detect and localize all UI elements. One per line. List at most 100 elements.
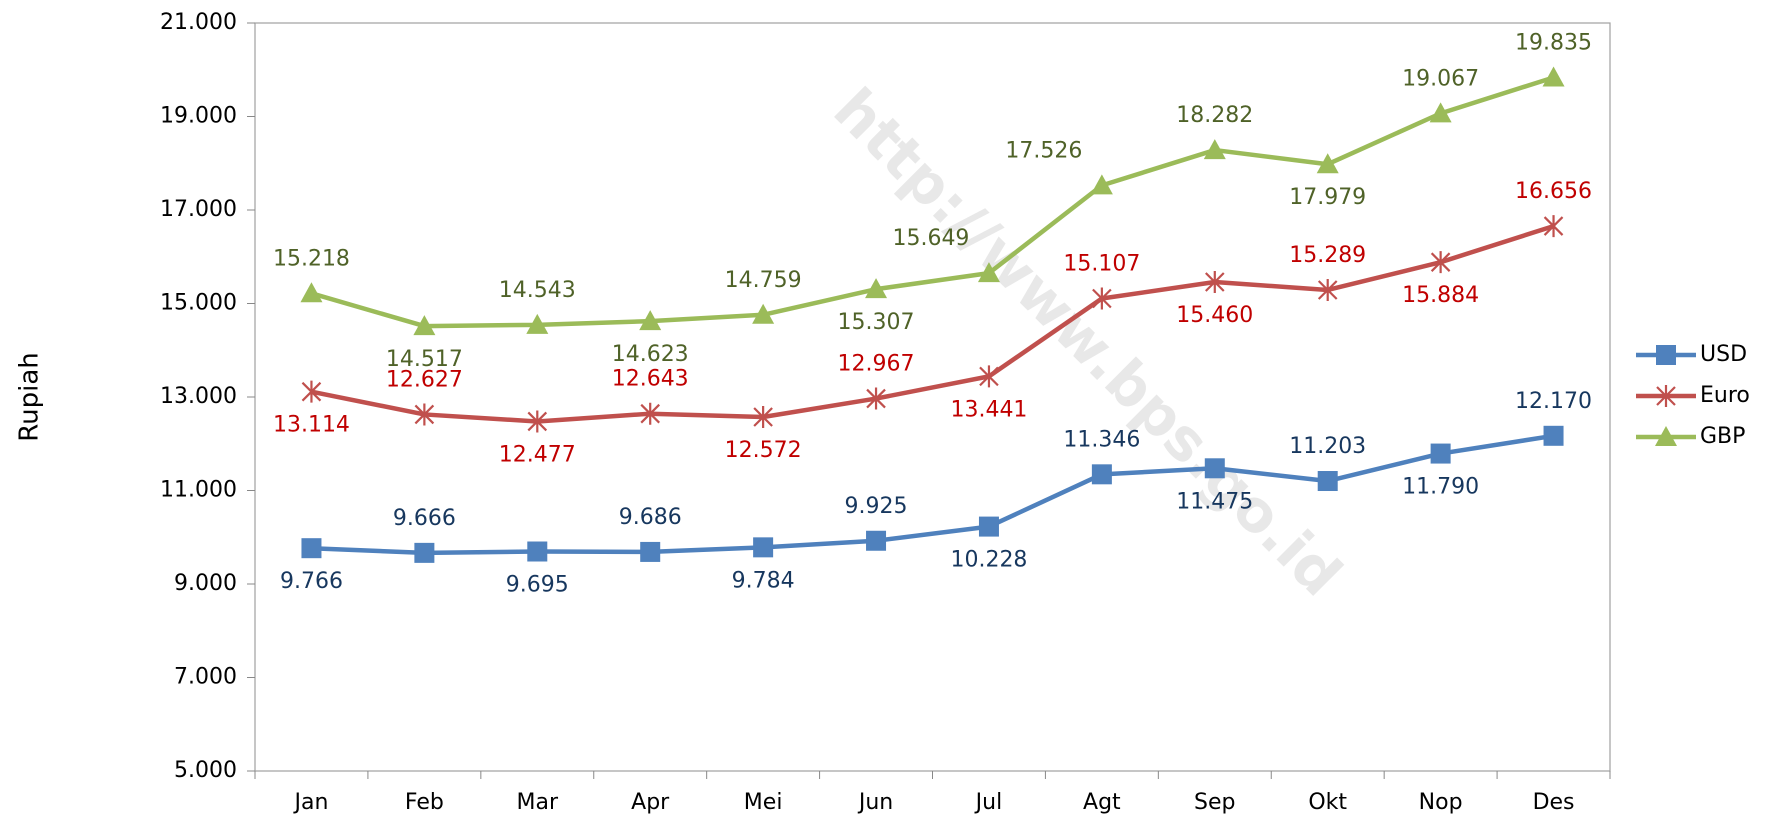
- data-label: 17.979: [1289, 185, 1366, 210]
- y-tick-label: 15.000: [160, 291, 237, 316]
- data-point: [752, 303, 775, 324]
- data-point: [753, 406, 773, 429]
- data-label: 12.170: [1515, 389, 1592, 414]
- data-point: [413, 315, 436, 336]
- data-label: 11.790: [1402, 475, 1479, 500]
- y-axis-label: Rupiah: [15, 352, 45, 442]
- x-tick-label: Sep: [1194, 790, 1235, 815]
- data-point: [1317, 278, 1338, 301]
- data-point: [300, 282, 323, 303]
- data-point: [1090, 174, 1113, 195]
- data-point: [1092, 287, 1112, 310]
- data-point: [1430, 443, 1451, 464]
- x-tick-label: Mar: [517, 790, 559, 815]
- data-label: 19.835: [1515, 30, 1592, 55]
- data-label: 15.289: [1289, 243, 1366, 268]
- data-point: [753, 537, 774, 558]
- data-label: 15.218: [273, 246, 350, 271]
- x-tick-label: Feb: [405, 790, 444, 815]
- legend-marker: [1656, 345, 1676, 365]
- data-label: 11.475: [1176, 489, 1253, 514]
- x-tick-label: Jul: [974, 790, 1003, 815]
- legend-label: Euro: [1700, 383, 1750, 408]
- data-label: 12.627: [386, 367, 463, 392]
- data-label: 14.759: [725, 268, 802, 293]
- data-label: 9.925: [845, 494, 908, 519]
- data-point: [979, 365, 999, 388]
- data-label: 12.572: [725, 438, 802, 463]
- data-point: [640, 402, 660, 425]
- data-label: 14.623: [612, 342, 689, 367]
- data-point: [1317, 471, 1338, 492]
- data-label: 9.695: [506, 573, 569, 598]
- data-label: 12.477: [499, 442, 576, 467]
- data-label: 11.203: [1289, 434, 1366, 459]
- x-tick-label: Agt: [1083, 790, 1121, 815]
- data-label: 16.656: [1515, 179, 1592, 204]
- data-label: 13.114: [273, 413, 350, 438]
- data-point: [866, 530, 887, 551]
- y-tick-label: 19.000: [160, 104, 237, 129]
- data-point: [1430, 251, 1451, 274]
- legend-label: USD: [1700, 342, 1747, 367]
- data-point: [1316, 153, 1339, 174]
- data-label: 11.346: [1063, 427, 1140, 452]
- data-label: 13.441: [950, 397, 1027, 422]
- data-point: [414, 542, 435, 563]
- x-tick-label: Apr: [631, 790, 670, 815]
- data-label: 17.526: [1005, 138, 1082, 163]
- data-label: 10.228: [950, 548, 1027, 573]
- legend-marker: [1655, 426, 1677, 446]
- x-tick-label: Okt: [1308, 790, 1347, 815]
- data-point: [527, 541, 548, 562]
- y-tick-label: 5.000: [174, 758, 237, 783]
- y-tick-label: 9.000: [174, 571, 237, 596]
- data-label: 9.666: [393, 506, 456, 531]
- data-point: [1203, 139, 1226, 160]
- series-line: [310, 75, 1555, 329]
- x-tick-label: Nop: [1419, 790, 1463, 815]
- data-label: 9.784: [732, 568, 795, 593]
- x-tick-label: Des: [1533, 790, 1575, 815]
- data-point: [414, 403, 435, 426]
- data-label: 15.107: [1063, 251, 1140, 276]
- data-point: [301, 380, 322, 403]
- data-point: [1429, 102, 1452, 123]
- x-tick-label: Mei: [744, 790, 783, 815]
- data-point: [640, 541, 661, 562]
- data-point: [526, 313, 549, 334]
- data-point: [978, 516, 999, 537]
- data-point: [865, 278, 888, 299]
- x-tick-label: Jun: [857, 790, 893, 815]
- data-label: 9.766: [280, 569, 343, 594]
- y-tick-label: 13.000: [160, 384, 237, 409]
- data-point: [639, 310, 662, 331]
- data-point: [301, 538, 322, 559]
- data-label: 14.543: [499, 278, 576, 303]
- plot-frame: [254, 22, 1611, 772]
- data-label: 15.884: [1402, 283, 1479, 308]
- data-point: [527, 410, 548, 433]
- series-line: [311, 433, 1554, 556]
- data-point: [1543, 425, 1564, 446]
- data-label: 14.517: [386, 347, 463, 372]
- data-point: [1542, 66, 1565, 87]
- data-point: [977, 262, 1000, 283]
- legend-marker: [1656, 385, 1676, 407]
- y-tick-label: 17.000: [160, 197, 237, 222]
- data-label: 12.967: [838, 352, 915, 377]
- y-tick-label: 21.000: [160, 10, 237, 35]
- data-point: [866, 387, 886, 410]
- data-label: 18.282: [1176, 103, 1253, 128]
- data-point: [1091, 464, 1112, 485]
- data-label: 19.067: [1402, 66, 1479, 91]
- data-label: 12.643: [612, 367, 689, 392]
- data-point: [1204, 458, 1225, 479]
- data-label: 9.686: [619, 505, 682, 530]
- y-tick-label: 11.000: [160, 478, 237, 503]
- x-tick-label: Jan: [292, 790, 328, 815]
- y-tick-label: 7.000: [174, 665, 237, 690]
- series-line: [311, 223, 1555, 424]
- data-point: [1205, 270, 1225, 293]
- data-label: 15.307: [838, 310, 915, 335]
